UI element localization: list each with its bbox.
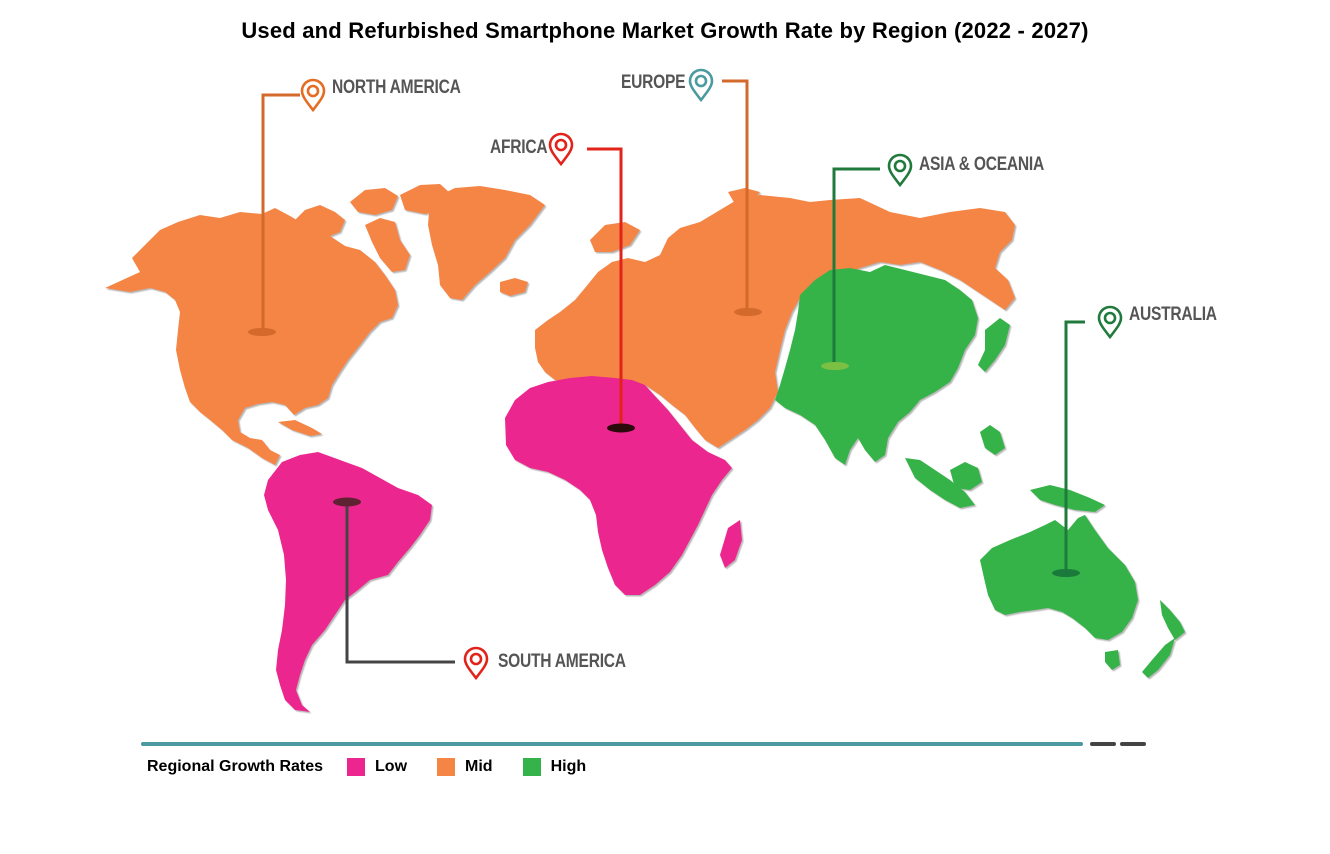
region-label-asia-oceania: ASIA & OCEANIA: [919, 154, 1044, 175]
page-title: Used and Refurbished Smartphone Market G…: [241, 18, 1089, 43]
location-pin-icon: [688, 68, 714, 102]
region-australia: [980, 515, 1138, 640]
legend-item-low: Low: [347, 758, 407, 776]
location-pin-icon: [887, 153, 913, 187]
region-label-north-america: NORTH AMERICA: [332, 77, 461, 98]
location-pin-icon: [300, 78, 326, 112]
region-label-europe: EUROPE: [621, 72, 686, 93]
region-label-south-america: SOUTH AMERICA: [498, 651, 626, 672]
region-asia-oceania: [775, 265, 978, 465]
legend-swatch-low: [347, 758, 366, 776]
legend: Regional Growth Rates Low Mid High: [147, 758, 616, 776]
legend-label: Mid: [465, 758, 493, 775]
region-africa: [505, 376, 732, 595]
divider-dash: [1120, 742, 1146, 746]
region-label-africa: AFRICA: [490, 137, 548, 158]
location-pin-icon: [1097, 305, 1123, 339]
divider-dash: [1090, 742, 1116, 746]
region-north-america: [105, 208, 398, 465]
legend-title: Regional Growth Rates: [147, 758, 324, 775]
legend-swatch-mid: [437, 758, 456, 776]
location-pin-icon: [548, 132, 574, 166]
region-europe: [535, 195, 1015, 448]
legend-label: High: [550, 758, 587, 775]
legend-divider: [141, 742, 1083, 746]
region-label-australia: AUSTRALIA: [1129, 304, 1217, 325]
legend-label: Low: [375, 758, 408, 775]
legend-item-mid: Mid: [437, 758, 493, 776]
legend-swatch-high: [522, 758, 541, 776]
location-pin-icon: [463, 646, 489, 680]
legend-item-high: High: [522, 758, 587, 776]
